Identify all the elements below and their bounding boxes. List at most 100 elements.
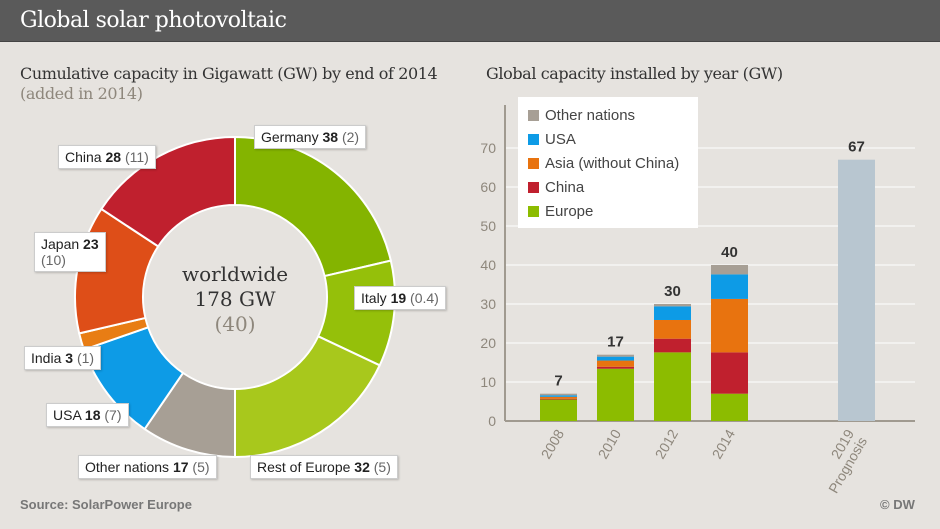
legend-item: Other nations [528, 107, 635, 124]
bar-total-label: 7 [554, 373, 562, 390]
bar-segment-asia-without-china- [597, 360, 634, 367]
y-tick-label: 10 [480, 374, 496, 390]
bar-segment-other-nations [711, 265, 748, 275]
donut-label: Japan 23 (10) [34, 232, 106, 272]
label-value: 19 [390, 290, 407, 306]
legend-item: USA [528, 131, 576, 148]
label-value: 28 [105, 149, 122, 165]
label-added: (5) [192, 459, 210, 475]
label-value: 3 [65, 350, 74, 366]
bar-segment-usa [597, 356, 634, 361]
bar-segment-other-nations [597, 354, 634, 357]
legend-label: Europe [545, 203, 594, 220]
label-name: China [65, 149, 102, 165]
y-tick-label: 70 [480, 140, 496, 156]
label-name: Other nations [85, 459, 170, 475]
label-added: (11) [124, 149, 149, 165]
label-added: (1) [76, 350, 95, 366]
bar-segment-china [540, 398, 577, 400]
bar-title: Global capacity installed by year (GW) [486, 64, 783, 83]
legend-label: Other nations [545, 107, 636, 124]
label-added: (10) [41, 252, 66, 268]
label-name: Italy [361, 290, 387, 306]
donut-label: Other nations 17 (5) [78, 455, 217, 479]
label-name: Japan [41, 236, 80, 252]
bar-segment-asia-without-china- [540, 396, 577, 399]
bar-total-label: 67 [848, 139, 865, 156]
legend-label: China [545, 179, 585, 196]
bar-total-label: 40 [721, 244, 738, 261]
donut-label: Rest of Europe 32 (5) [250, 455, 398, 479]
x-tick-label: 2008 [538, 426, 568, 461]
bar-segment-china [711, 352, 748, 394]
donut-label: India 3 (1) [24, 346, 102, 370]
legend-swatch [528, 182, 539, 193]
legend-label: USA [545, 131, 576, 148]
donut-slice-germany [234, 135, 393, 278]
bar-segment-usa [540, 395, 577, 397]
bar-segment-asia-without-china- [654, 319, 691, 339]
credit: © DW [880, 497, 915, 512]
center-line3: (40) [214, 312, 256, 336]
y-tick-label: 20 [480, 335, 496, 351]
donut-label: Germany 38 (2) [254, 125, 367, 149]
label-value: 38 [322, 129, 339, 145]
donut-center: worldwide 178 GW (40) [150, 262, 320, 337]
legend-item: Europe [528, 203, 593, 220]
bar-segment-china [654, 338, 691, 353]
label-value: 18 [84, 407, 101, 423]
legend-swatch [528, 158, 539, 169]
legend: Other nations USA Asia (without China) Chin… [518, 97, 698, 228]
legend-item: China [528, 179, 584, 196]
y-tick-label: 0 [488, 413, 496, 429]
bar-segment-other-nations [654, 304, 691, 307]
donut-label: China 28 (11) [58, 145, 156, 169]
y-tick-label: 30 [480, 296, 496, 312]
donut-label: Italy 19 (0.4) [354, 286, 446, 310]
label-value: 32 [354, 459, 370, 475]
bar-segment-europe [654, 352, 691, 421]
bar-segment-europe [597, 368, 634, 421]
donut-subtitle: (added in 2014) [20, 84, 143, 103]
label-name: India [31, 350, 62, 366]
label-added: (5) [373, 459, 391, 475]
source-note: Source: SolarPower Europe [20, 497, 192, 512]
page-title: Global solar photovoltaic [20, 8, 287, 33]
label-name: USA [53, 407, 82, 423]
x-tick-label: 2019Prognosis [812, 426, 870, 496]
y-tick-label: 40 [480, 257, 496, 273]
label-value: 23 [83, 236, 99, 252]
bar-segment-usa [711, 274, 748, 299]
donut-title: Cumulative capacity in Gigawatt (GW) by … [20, 64, 438, 83]
legend-swatch [528, 206, 539, 217]
bar-total-label: 30 [664, 283, 681, 300]
donut-hole [144, 206, 326, 388]
label-value: 17 [172, 459, 189, 475]
x-tick-label: 2010 [595, 426, 625, 461]
bar-segment-china [597, 366, 634, 369]
x-tick-label: 2012 [652, 426, 682, 461]
donut-label: USA 18 (7) [46, 403, 129, 427]
bar-segment-europe [711, 393, 748, 421]
donut-slice-china [99, 135, 236, 248]
bar-segment-asia-without-china- [711, 298, 748, 353]
label-added: (7) [104, 407, 122, 423]
bar-segment-europe [540, 399, 577, 421]
center-line1: worldwide [181, 262, 289, 286]
legend-item: Asia (without China) [528, 155, 679, 172]
legend-swatch [528, 110, 539, 121]
label-name: Germany [261, 129, 319, 145]
label-name: Rest of Europe [257, 459, 351, 475]
label-added: (0.4) [410, 290, 439, 306]
y-tick-label: 50 [480, 218, 496, 234]
bar-segment-other-nations [540, 393, 577, 396]
x-tick-label: 2014 [709, 426, 739, 461]
bar-total-label: 17 [607, 334, 624, 351]
bar-segment-prognosis [838, 159, 875, 421]
bar-segment-usa [654, 306, 691, 320]
header-bar: Global solar photovoltaic [0, 0, 940, 42]
y-tick-label: 60 [480, 179, 496, 195]
legend-swatch [528, 134, 539, 145]
label-added: (2) [341, 129, 360, 145]
